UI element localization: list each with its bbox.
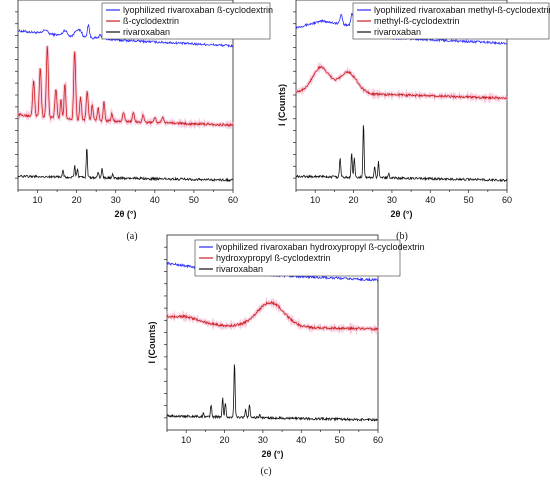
x-axis-title: 2θ (°) [115,209,137,219]
series-halo [165,296,380,336]
x-tick-label: 60 [502,195,512,205]
legend-label: rivaroxaban [123,27,170,37]
legend-box [194,239,401,277]
legend-label: rivaroxaban [216,264,263,274]
x-tick-label: 20 [349,195,359,205]
x-tick-label: 10 [181,435,191,445]
chart-b-svg: 10 20 30 40 50 60 2θ (°) I (Counts) lyophilized … [277,0,550,219]
x-axis-title: 2θ (°) [262,449,284,459]
series-line [166,364,379,422]
x-tick-label: 50 [335,435,345,445]
x-tick-label: 40 [425,195,435,205]
x-tick-label: 10 [310,195,320,205]
series-line [166,300,379,332]
chart-panel-a: 10 20 30 40 50 60 2θ (°) lyophilized rivaroxaba… [0,0,273,250]
legend-box [101,2,271,40]
panel-label-b: (b) [396,231,408,242]
series-line [17,148,234,183]
series-line [17,45,234,127]
x-tick-label: 20 [72,195,82,205]
legend-label: hydroxypropyl ß-cyclodextrin [216,253,331,263]
legend-label: lyophilized rivaroxaban hydroxypropyl ß-… [216,242,425,252]
x-tick-label: 40 [296,435,306,445]
x-tick-label: 50 [464,195,474,205]
legend-label: ß-cyclodextrin [123,16,179,26]
chart-a-svg: 10 20 30 40 50 60 2θ (°) lyophilized rivaroxaba… [15,0,273,219]
chart-panel-b: 10 20 30 40 50 60 2θ (°) I (Counts) lyophilized … [277,0,550,250]
legend-label: rivaroxaban [374,27,421,37]
legend-label: methyl-ß-cyclodextrin [374,16,460,26]
x-tick-label: 30 [258,435,268,445]
x-tick-label: 40 [150,195,160,205]
chart-panel-c: 10 20 30 40 50 60 2θ (°) I (Counts) lyophilized … [147,234,425,484]
series-halo [16,45,235,130]
series-line [17,23,234,48]
x-tick-label: 20 [220,435,230,445]
x-tick-label: 60 [228,195,238,205]
series-halo [295,61,509,105]
chart-c-svg: 10 20 30 40 50 60 2θ (°) I (Counts) lyophilized … [147,234,425,459]
x-tick-label: 30 [387,195,397,205]
y-axis-title: I (Counts) [147,322,157,364]
panel-label-a: (a) [126,231,138,242]
x-tick-label: 30 [111,195,121,205]
legend-box [352,2,550,40]
panel-label-c: (c) [260,466,272,477]
legend-label: lyophilized rivaroxaban methyl-ß-cyclode… [374,5,550,15]
x-tick-label: 50 [189,195,199,205]
series-line [295,125,508,183]
x-tick-label: 60 [373,435,383,445]
x-axis-title: 2θ (°) [391,209,413,219]
x-tick-label: 10 [33,195,43,205]
series-line [295,65,508,101]
y-axis-title: I (Counts) [277,84,287,126]
legend-label: lyophilized rivaroxaban ß-cyclodextrin [123,5,273,15]
